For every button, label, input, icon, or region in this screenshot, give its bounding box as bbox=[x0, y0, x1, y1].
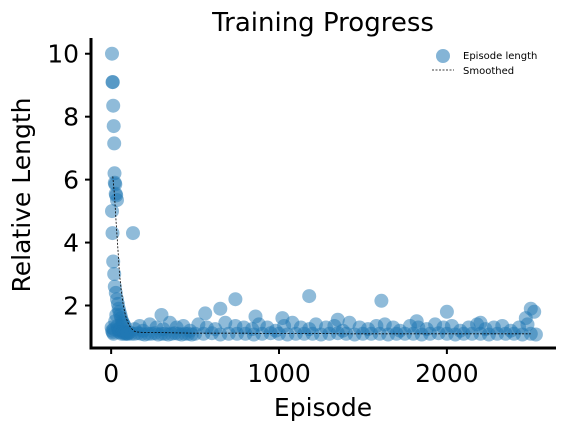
y-tick-label: 10 bbox=[47, 40, 79, 69]
ticks-layer: 0 1000 2000 2 4 6 8 10 bbox=[47, 40, 479, 388]
scatter-point bbox=[473, 315, 488, 330]
scatter-point bbox=[105, 46, 119, 61]
scatter-point bbox=[154, 308, 169, 322]
x-axis-label: Episode bbox=[274, 393, 372, 422]
y-axis-label: Relative Length bbox=[7, 98, 36, 293]
scatter-point bbox=[228, 292, 243, 307]
scatter-point bbox=[528, 327, 543, 342]
scatter-point bbox=[439, 304, 454, 319]
scatter-point bbox=[126, 226, 140, 241]
scatter-point bbox=[248, 309, 263, 324]
scatter-point bbox=[109, 308, 124, 322]
y-tick-label: 6 bbox=[63, 166, 79, 195]
scatter-point bbox=[106, 98, 121, 113]
x-tick-label: 1000 bbox=[247, 359, 311, 388]
scatter-point bbox=[105, 204, 119, 219]
scatter-point bbox=[527, 304, 542, 319]
y-tick-label: 2 bbox=[63, 292, 79, 321]
chart-title: Training Progress bbox=[211, 8, 434, 38]
scatter-point bbox=[105, 75, 120, 90]
scatter-point bbox=[107, 267, 122, 281]
scatter-point bbox=[330, 312, 345, 327]
legend: Episode length Smoothed bbox=[432, 49, 537, 77]
scatter-point bbox=[302, 289, 317, 304]
legend-label-smoothed: Smoothed bbox=[463, 66, 514, 77]
scatter-point bbox=[110, 193, 124, 208]
scatter-point bbox=[275, 311, 290, 326]
y-tick-label: 4 bbox=[63, 229, 79, 258]
scatter-point bbox=[105, 226, 120, 241]
scatter-point bbox=[213, 301, 228, 316]
x-tick-label: 2000 bbox=[415, 359, 479, 388]
smoothed-line-layer bbox=[112, 176, 531, 335]
smoothed-line bbox=[112, 176, 531, 335]
scatter-point bbox=[208, 322, 223, 337]
legend-label-episode-length: Episode length bbox=[463, 51, 537, 62]
scatter-point bbox=[374, 293, 389, 308]
scatter-point bbox=[106, 254, 121, 269]
legend-marker-episode-length bbox=[436, 49, 450, 63]
scatter-point bbox=[106, 119, 121, 134]
scatter-point bbox=[409, 314, 424, 329]
x-tick-label: 0 bbox=[103, 359, 119, 388]
points-layer bbox=[104, 46, 543, 342]
y-tick-label: 8 bbox=[63, 103, 79, 132]
scatter-point bbox=[198, 306, 213, 321]
scatter-point bbox=[107, 136, 122, 151]
